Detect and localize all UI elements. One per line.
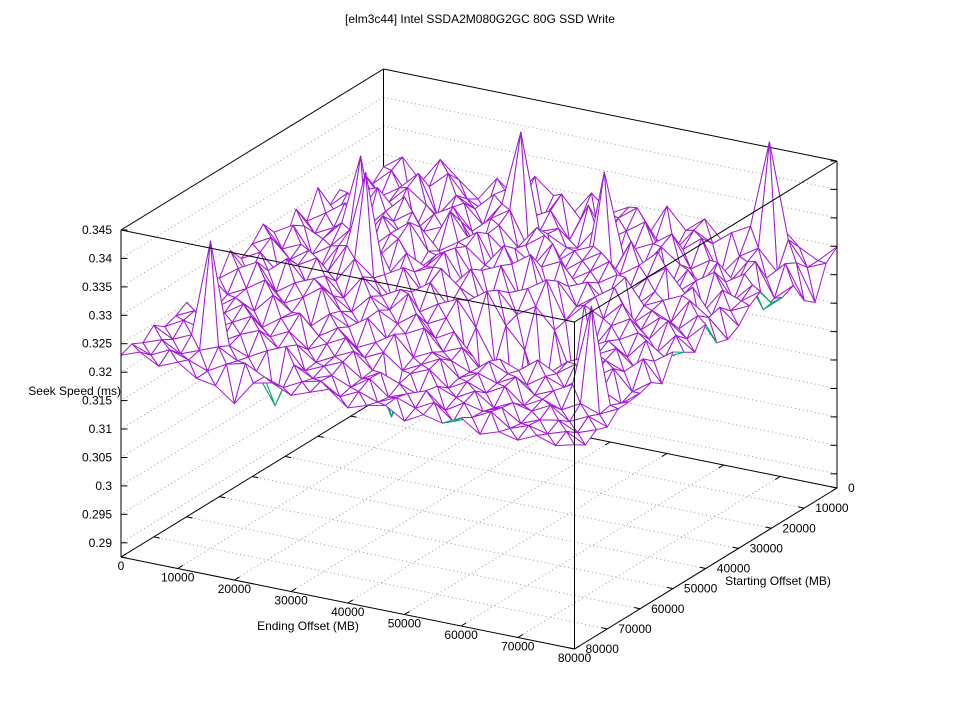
svg-text:30000: 30000	[750, 541, 784, 555]
svg-text:0.345: 0.345	[82, 223, 112, 237]
chart-title: [elm3c44] Intel SSDA2M080G2GC 80G SSD Wr…	[345, 12, 615, 26]
svg-text:0.315: 0.315	[82, 394, 112, 408]
svg-text:50000: 50000	[388, 617, 422, 631]
svg-text:50000: 50000	[684, 582, 718, 596]
svg-text:0.32: 0.32	[89, 365, 113, 379]
svg-text:70000: 70000	[501, 640, 535, 654]
svg-text:0: 0	[848, 481, 855, 495]
svg-text:20000: 20000	[218, 582, 252, 596]
svg-text:30000: 30000	[274, 594, 308, 608]
svg-text:0.34: 0.34	[89, 251, 113, 265]
y-axis-label: Starting Offset (MB)	[725, 574, 831, 588]
svg-text:40000: 40000	[717, 562, 751, 576]
svg-text:40000: 40000	[331, 605, 365, 619]
svg-text:80000: 80000	[586, 642, 620, 656]
svg-text:0.33: 0.33	[89, 308, 113, 322]
svg-text:0.31: 0.31	[89, 422, 113, 436]
svg-text:10000: 10000	[815, 501, 849, 515]
svg-text:0.295: 0.295	[82, 507, 112, 521]
svg-text:20000: 20000	[782, 521, 816, 535]
svg-text:60000: 60000	[651, 602, 685, 616]
svg-text:0: 0	[118, 559, 125, 573]
svg-text:70000: 70000	[618, 622, 652, 636]
svg-text:0.29: 0.29	[89, 536, 113, 550]
svg-text:80000: 80000	[558, 651, 592, 665]
svg-text:0.325: 0.325	[82, 337, 112, 351]
x-axis-label: Ending Offset (MB)	[257, 619, 359, 633]
svg-text:60000: 60000	[444, 628, 478, 642]
z-axis-label: Seek Speed (ms)	[28, 384, 121, 398]
svg-text:0.335: 0.335	[82, 280, 112, 294]
svg-text:0.3: 0.3	[95, 479, 112, 493]
svg-text:0.305: 0.305	[82, 451, 112, 465]
svg-text:10000: 10000	[161, 571, 195, 585]
